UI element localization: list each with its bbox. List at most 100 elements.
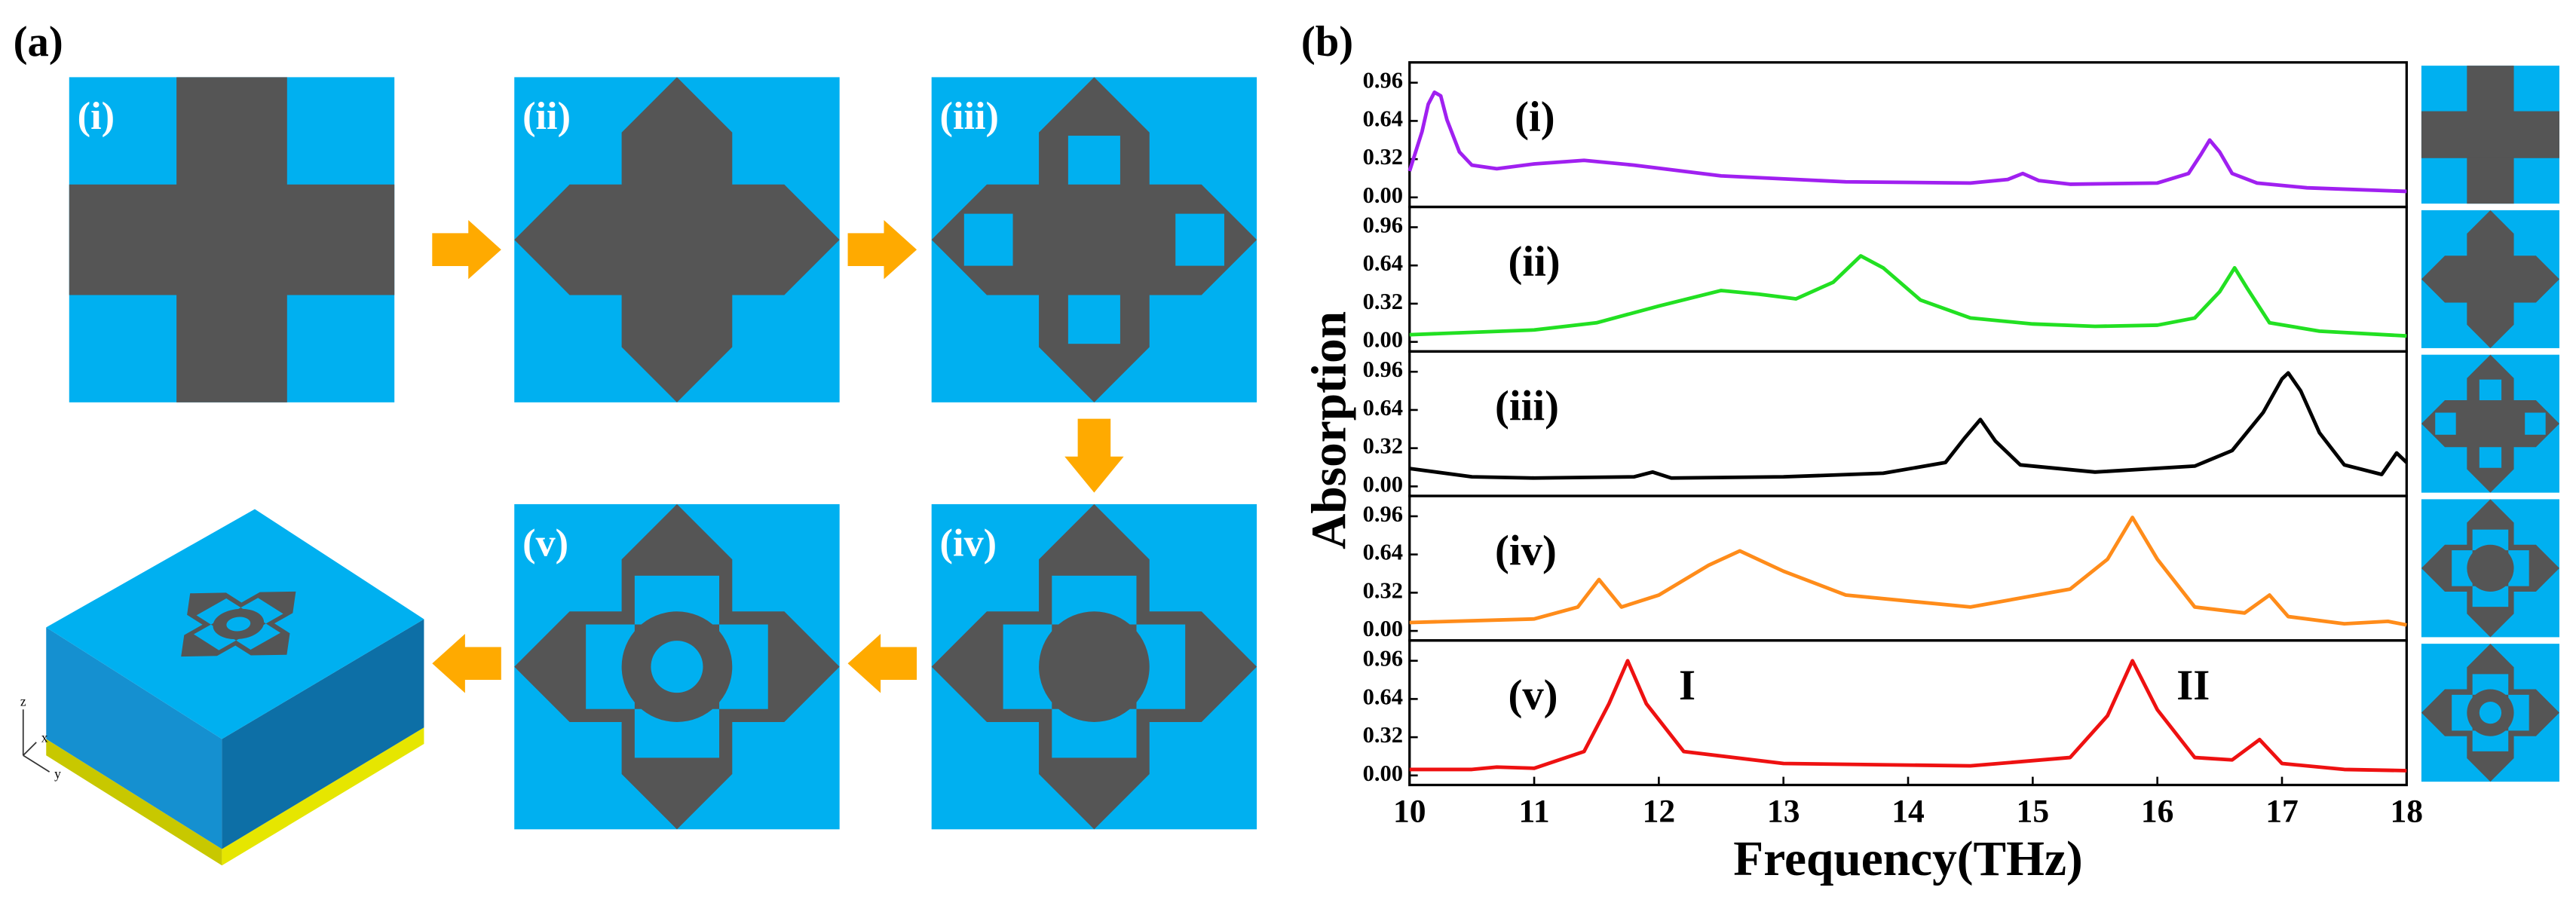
- y-tick-label: 0.64: [1363, 250, 1403, 276]
- ring-hole: [2479, 701, 2502, 724]
- x-tick-label: 13: [1767, 794, 1800, 830]
- mode-label: II: [2176, 662, 2210, 709]
- slot: [2479, 447, 2502, 468]
- panel-label: (a): [14, 19, 63, 66]
- arrow: [847, 634, 917, 693]
- y-tick-label: 0.96: [1363, 212, 1403, 237]
- step-label: (iii): [940, 94, 999, 138]
- arrow: [1064, 418, 1124, 493]
- absorption-curve: [1407, 90, 2407, 194]
- y-tick-label: 0.64: [1363, 395, 1403, 421]
- y-tick-label: 0.96: [1363, 68, 1403, 93]
- step-label: (i): [78, 94, 115, 138]
- metal: [2421, 210, 2559, 348]
- y-tick-label: 0.00: [1363, 616, 1403, 641]
- substrate-face: [46, 739, 222, 866]
- curve-label: (i): [1515, 94, 1554, 141]
- axis-letter: x: [41, 730, 48, 745]
- metal-disk: [2467, 544, 2514, 592]
- y-tick-label: 0.32: [1363, 289, 1403, 314]
- y-tick-label: 0.00: [1363, 182, 1403, 208]
- y-tick-label: 0.32: [1363, 144, 1403, 170]
- axis-letter: y: [54, 766, 61, 781]
- x-tick-label: 18: [2391, 794, 2424, 830]
- y-tick-label: 0.64: [1363, 106, 1403, 131]
- slot: [1175, 213, 1224, 266]
- ring-hole: [226, 617, 251, 632]
- plot-frame: [1408, 350, 2408, 497]
- y-tick-label: 0.00: [1363, 760, 1403, 786]
- unit-cell: [2421, 66, 2559, 204]
- arrows: [432, 219, 1124, 693]
- x-tick-label: 17: [2265, 794, 2299, 830]
- slot: [194, 624, 237, 650]
- metal: [2421, 354, 2559, 493]
- x-tick-label: 16: [2141, 794, 2174, 830]
- slot: [1067, 295, 1120, 344]
- metal: [69, 184, 395, 295]
- slot: [196, 598, 241, 625]
- ring-hole: [651, 641, 703, 693]
- x-tick-label: 10: [1393, 794, 1426, 830]
- metal-disk: [1039, 611, 1150, 722]
- step-label: (v): [522, 522, 568, 565]
- step-label: (ii): [522, 94, 571, 138]
- panel-label: (b): [1301, 19, 1353, 66]
- absorption-curve: [1409, 659, 2407, 773]
- y-tick-label: 0.00: [1363, 327, 1403, 353]
- slot: [236, 623, 280, 650]
- y-tick-label: 0.96: [1363, 356, 1403, 382]
- metal: [514, 77, 840, 402]
- y-tick-label: 0.32: [1363, 577, 1403, 603]
- substrate-face: [222, 727, 424, 866]
- y-tick-label: 0.32: [1363, 433, 1403, 459]
- plot-frame: [1408, 61, 2408, 209]
- curve-label: (iii): [1495, 384, 1559, 430]
- axis-line: [23, 742, 37, 756]
- y-tick-label: 0.96: [1363, 501, 1403, 527]
- plot-frame: [1408, 639, 2408, 787]
- curve-label: (ii): [1508, 239, 1560, 286]
- x-tick-label: 11: [1518, 794, 1549, 830]
- slot: [2479, 379, 2502, 401]
- unit-cell: [2421, 210, 2559, 348]
- absorption-curve: [1409, 371, 2408, 480]
- dielectric-face: [222, 619, 424, 849]
- absorption-curve: [1409, 254, 2407, 338]
- axes-triad: [22, 709, 51, 773]
- unit-cell: [514, 503, 840, 830]
- metal: [2421, 111, 2559, 158]
- curve-label: (iv): [1495, 528, 1557, 574]
- unit-cell: [2421, 499, 2559, 638]
- plot-frame: [1408, 494, 2408, 642]
- y-tick-label: 0.32: [1363, 722, 1403, 748]
- x-tick-label: 12: [1643, 794, 1676, 830]
- slot: [963, 213, 1013, 266]
- y-axis-label: Absorption: [1303, 311, 1357, 549]
- metal: [931, 77, 1257, 402]
- unit-cell: [931, 77, 1257, 402]
- arrow: [847, 219, 917, 280]
- slot: [1067, 136, 1120, 185]
- unit-cell-3d: z x y: [20, 509, 424, 866]
- x-tick-label: 15: [2017, 794, 2050, 830]
- slot: [240, 598, 283, 624]
- y-tick-label: 0.64: [1363, 540, 1403, 565]
- arrow: [432, 219, 501, 280]
- unit-cell: [931, 503, 1257, 830]
- step-label: (iv): [940, 522, 997, 565]
- arrow: [432, 634, 501, 693]
- axis-line: [23, 754, 51, 773]
- slot: [2525, 412, 2546, 435]
- x-tick-label: 14: [1891, 794, 1925, 830]
- x-axis-label: Frequency(THz): [1733, 832, 2082, 886]
- y-tick-label: 0.96: [1363, 646, 1403, 672]
- unit-cell: [69, 77, 395, 402]
- slot: [2435, 412, 2456, 435]
- y-tick-label: 0.00: [1363, 471, 1403, 497]
- dielectric-face: [46, 627, 222, 849]
- axis-letter: z: [20, 694, 26, 709]
- curve-label: (v): [1508, 672, 1558, 719]
